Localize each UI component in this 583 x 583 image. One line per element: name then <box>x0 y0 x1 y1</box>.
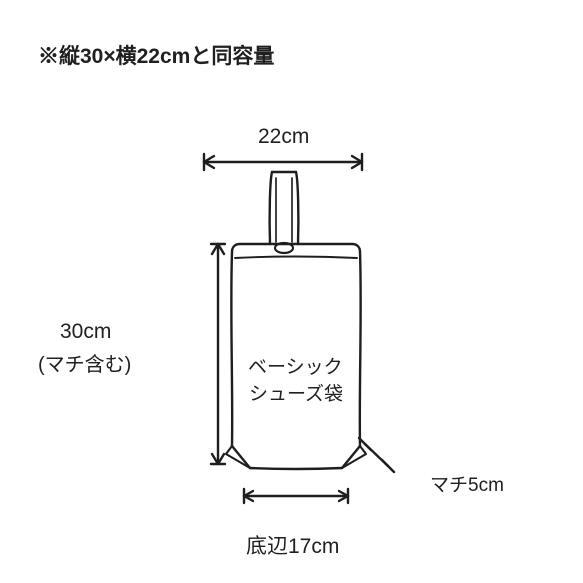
diagram-canvas: ※縦30×横22cmと同容量 22cm 30cm (マチ含む) ベーシック シュ… <box>0 0 583 583</box>
bag-diagram-svg <box>0 0 583 583</box>
